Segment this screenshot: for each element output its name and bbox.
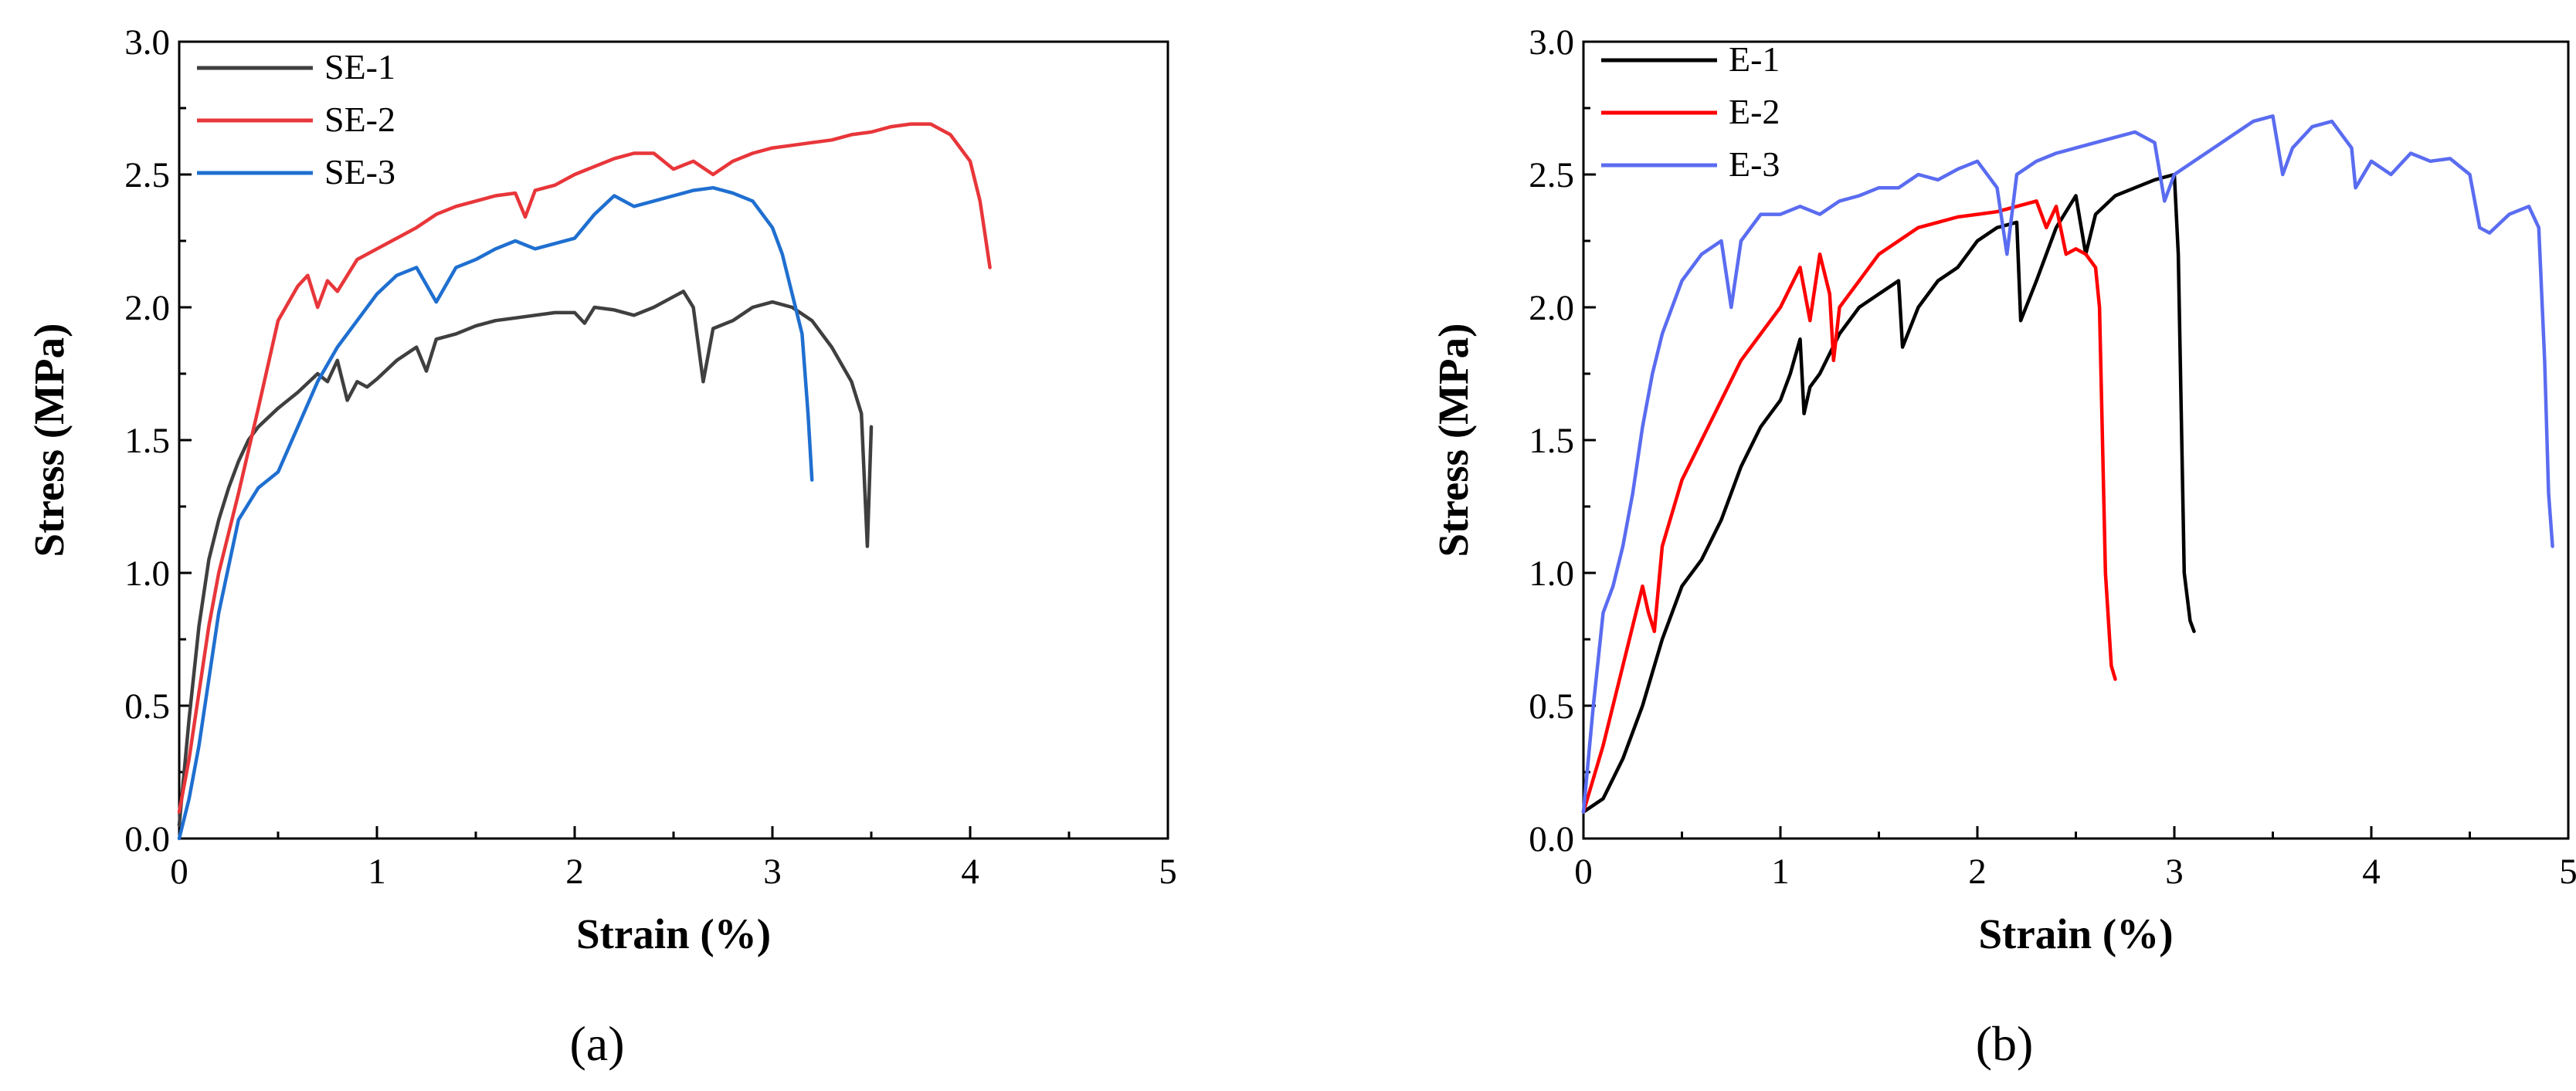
x-tick-label: 4 — [961, 852, 979, 892]
panel-label: (b) — [1976, 1016, 2034, 1071]
x-tick-label: 1 — [1771, 852, 1790, 892]
y-tick-label: 0.0 — [124, 819, 170, 859]
y-tick-label: 1.5 — [124, 421, 170, 461]
y-tick-label: 2.0 — [124, 288, 170, 328]
series-line-SE-1 — [177, 290, 874, 828]
legend-label-SE-2: SE-2 — [324, 100, 395, 139]
y-tick-label: 1.0 — [1529, 554, 1574, 594]
x-axis-title: Strain (%) — [1978, 910, 2173, 957]
y-tick-label: 2.5 — [1529, 155, 1574, 195]
x-tick-label: 1 — [368, 852, 386, 892]
x-tick-label: 3 — [763, 852, 782, 892]
y-tick-label: 3.0 — [124, 22, 170, 63]
series-line-E-2 — [1581, 199, 2117, 814]
y-axis-title: Stress (MPa) — [25, 324, 73, 557]
y-tick-label: 1.0 — [124, 554, 170, 594]
y-tick-label: 2.5 — [124, 155, 170, 195]
y-axis-title: Stress (MPa) — [1430, 324, 1477, 557]
legend-label-E-1: E-1 — [1729, 39, 1780, 79]
chart-panel-1: 0 1 2 3 4 5 0.0 0.5 1.0 1.5 2.0 2.5 3.0 Strain (%) Str… — [25, 22, 1177, 1071]
y-tick-label: 0.5 — [1529, 686, 1574, 727]
legend-label-E-3: E-3 — [1729, 144, 1780, 184]
legend: E-1 E-2 E-3 — [1601, 39, 1780, 184]
y-tick-label: 1.5 — [1529, 421, 1574, 461]
x-tick-label: 4 — [2362, 852, 2381, 892]
x-tick-label: 5 — [1159, 852, 1177, 892]
series-line-SE-3 — [177, 185, 814, 841]
legend-label-SE-1: SE-1 — [324, 47, 395, 86]
x-tick-label: 0 — [170, 852, 188, 892]
y-tick-label: 0.0 — [1529, 819, 1574, 859]
chart-panel-2: 0 1 2 3 4 5 0.0 0.5 1.0 1.5 2.0 2.5 3.0 Strain (%) Str… — [1430, 22, 2576, 1071]
series-line-E-3 — [1581, 114, 2554, 814]
x-tick-label: 3 — [2165, 852, 2184, 892]
x-tick-label: 2 — [565, 852, 584, 892]
legend-label-E-2: E-2 — [1729, 92, 1780, 131]
legend-label-SE-3: SE-3 — [324, 152, 395, 191]
y-tick-label: 0.5 — [124, 686, 170, 727]
legend: SE-1 SE-2 SE-3 — [197, 47, 395, 191]
x-tick-label: 2 — [1968, 852, 1987, 892]
series-line-SE-2 — [177, 122, 992, 814]
x-tick-label: 0 — [1574, 852, 1593, 892]
x-tick-label: 5 — [2559, 852, 2576, 892]
y-tick-label: 3.0 — [1529, 22, 1574, 63]
panel-label: (a) — [569, 1016, 624, 1071]
series-line-E-1 — [1581, 172, 2196, 814]
y-tick-label: 2.0 — [1529, 288, 1574, 328]
x-axis-title: Strain (%) — [576, 910, 771, 957]
